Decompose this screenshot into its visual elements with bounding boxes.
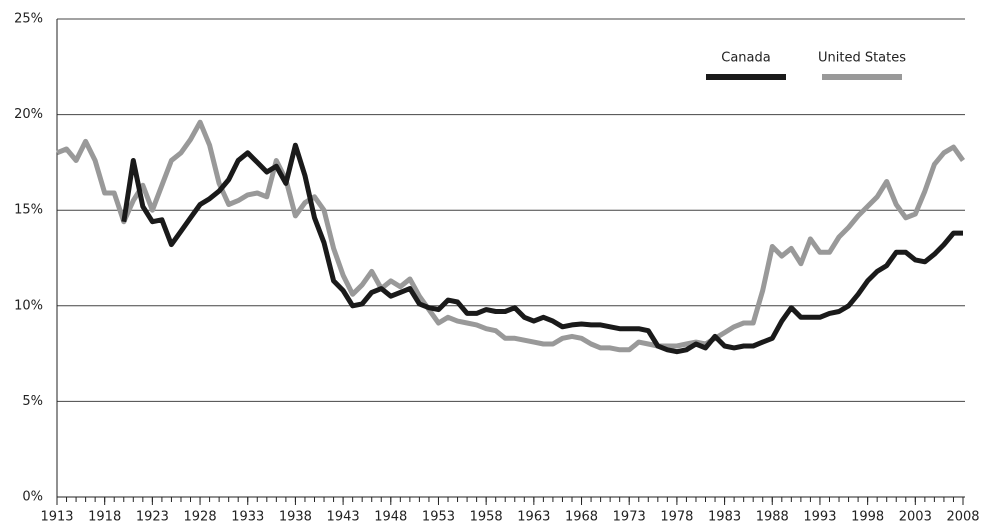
y-tick-label: 15% [14,203,43,218]
x-tick-label: 1963 [517,510,550,525]
x-tick-label: 1923 [136,510,169,525]
x-tick-label: 1993 [803,510,836,525]
x-tick-label: 1998 [851,510,884,525]
x-tick-label: 1928 [184,510,217,525]
x-tick-label: 2008 [946,510,979,525]
x-tick-label: 1933 [231,510,264,525]
y-tick-label: 0% [22,490,43,505]
y-tick-label: 10% [14,298,43,313]
legend-label: United States [818,51,906,66]
series-line [121,142,963,355]
x-tick-label: 1978 [660,510,693,525]
legend-label: Canada [721,51,770,66]
x-tick-label: 1943 [327,510,360,525]
series-line [56,119,966,353]
x-tick-label: 1918 [88,510,121,525]
y-tick-label: 20% [14,107,43,122]
x-tick-label: 1968 [565,510,598,525]
x-tick-label: 1988 [756,510,789,525]
x-tick-label: 1973 [613,510,646,525]
x-tick-label: 1913 [40,510,73,525]
x-tick-label: 1948 [374,510,407,525]
y-tick-label: 5% [22,394,43,409]
x-tick-label: 1938 [279,510,312,525]
x-tick-label: 1958 [470,510,503,525]
x-tick-label: 2003 [899,510,932,525]
y-tick-label: 25% [14,12,43,27]
x-tick-label: 1983 [708,510,741,525]
x-tick-label: 1953 [422,510,455,525]
